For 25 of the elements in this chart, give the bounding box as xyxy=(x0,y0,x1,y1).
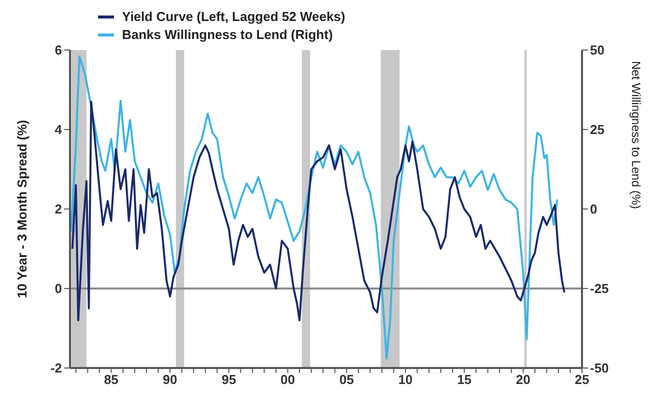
y2-tick-label: 0 xyxy=(590,202,598,217)
x-tick-label: 90 xyxy=(162,372,178,388)
line-series xyxy=(70,55,558,360)
x-tick-label: 25 xyxy=(574,372,590,388)
x-tick-label: 05 xyxy=(339,372,354,388)
x-tick-label: 00 xyxy=(280,372,295,388)
line-series xyxy=(71,100,566,322)
x-tick-label: 15 xyxy=(457,372,472,388)
x-tick-label: 20 xyxy=(516,372,530,388)
x-tick-label: 95 xyxy=(222,372,236,388)
y2-axis-title: Net Willingness to Lend (%) xyxy=(628,60,643,209)
y-tick-label: 0 xyxy=(54,281,62,296)
y2-tick-label: 50 xyxy=(590,42,604,58)
legend-label: Banks Willingness to Lend (Right) xyxy=(122,26,333,44)
x-tick-label: 85 xyxy=(104,372,118,388)
y-axis-title: 10 Year - 3 Month Spread (%) xyxy=(14,120,30,298)
y2-tick-label: 25 xyxy=(590,122,604,138)
y-tick-label: 4 xyxy=(54,122,63,138)
legend-label: Yield Curve (Left, Lagged 52 Weeks) xyxy=(122,8,346,26)
y-tick-label: 6 xyxy=(54,42,62,58)
x-tick-label: 10 xyxy=(398,372,413,388)
y2-tick-label: -50 xyxy=(590,360,609,376)
y-tick-label: -2 xyxy=(50,360,62,376)
y-tick-label: 2 xyxy=(54,202,62,217)
y2-tick-label: -25 xyxy=(590,281,609,296)
